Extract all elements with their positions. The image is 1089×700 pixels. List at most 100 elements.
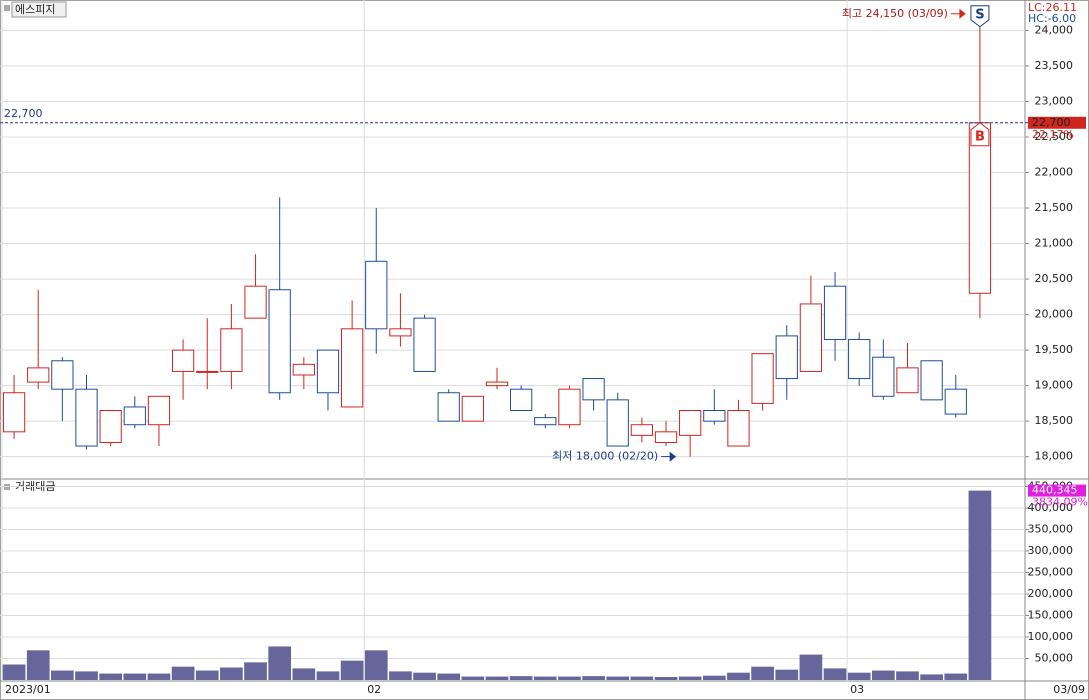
change-label: 3834.09% bbox=[1032, 496, 1088, 509]
last-value-box bbox=[1028, 484, 1086, 497]
candle-body bbox=[196, 370, 219, 373]
y-tick-label: 150,000 bbox=[1028, 608, 1074, 621]
panel: 50,000 100,000 150,000 200,000 250,000 300,00… bbox=[0, 479, 1073, 664]
candle-body bbox=[365, 260, 388, 330]
candle-body bbox=[848, 338, 871, 380]
volume-bar bbox=[195, 670, 219, 680]
candle-body bbox=[751, 353, 774, 404]
candle-body bbox=[775, 335, 798, 380]
volume-bar bbox=[799, 654, 823, 680]
candle-body bbox=[968, 122, 992, 294]
volume-bar bbox=[437, 673, 461, 680]
volume-bar bbox=[485, 676, 509, 680]
y-tick-label: 18,500 bbox=[1035, 414, 1074, 427]
y-tick-label: 23,500 bbox=[1035, 59, 1074, 72]
volume-bar bbox=[389, 671, 412, 680]
volume-bar bbox=[147, 673, 171, 680]
volume-bar bbox=[413, 672, 436, 680]
title-box bbox=[11, 1, 67, 18]
volume-bar bbox=[75, 671, 98, 680]
current-price-box bbox=[1028, 116, 1086, 129]
candle-body bbox=[944, 388, 967, 415]
volume-bar bbox=[26, 650, 50, 680]
candle-body bbox=[437, 392, 460, 422]
low-note: 최저 18,000 (02/20) bbox=[552, 450, 658, 463]
volume-bar bbox=[775, 669, 799, 680]
volume-bar bbox=[654, 676, 678, 680]
volume-bar bbox=[316, 671, 340, 680]
change-label: 22.17% bbox=[1032, 128, 1074, 141]
volume-bar bbox=[533, 676, 557, 680]
volume-bar bbox=[823, 668, 847, 680]
candle-body bbox=[461, 395, 484, 422]
candle-body bbox=[896, 367, 919, 394]
hc-label: HC:-6.00 bbox=[1028, 12, 1076, 25]
y-tick-label: 250,000 bbox=[1028, 565, 1074, 578]
volume-bar bbox=[630, 676, 654, 680]
candle-body bbox=[244, 285, 267, 319]
y-tick-label: 50,000 bbox=[1035, 651, 1074, 664]
candle-body bbox=[27, 367, 50, 383]
candle-body bbox=[654, 431, 678, 443]
volume-bar bbox=[558, 676, 581, 680]
y-tick-label: 23,000 bbox=[1035, 94, 1074, 107]
candle-body bbox=[220, 328, 243, 372]
y-tick-label: 21,500 bbox=[1035, 201, 1074, 214]
volume-bar bbox=[606, 676, 630, 680]
volume-bar bbox=[727, 672, 750, 680]
volume-bar bbox=[871, 670, 895, 680]
high-note: 최고 24,150 (03/09) bbox=[842, 7, 948, 20]
volume-bar bbox=[2, 664, 26, 680]
candle-body bbox=[727, 410, 750, 447]
candle-body bbox=[123, 406, 146, 426]
panel-icon bbox=[4, 484, 10, 490]
chart-title: 에스피지 bbox=[15, 3, 55, 16]
high-arrow bbox=[950, 8, 967, 19]
volume-bar bbox=[364, 650, 388, 680]
last-value-label: 440,345 bbox=[1032, 484, 1078, 497]
volume-bar bbox=[171, 666, 195, 680]
candle-body bbox=[799, 303, 823, 372]
volume-bar bbox=[123, 673, 147, 680]
candle-body bbox=[2, 392, 26, 433]
volume-bar bbox=[944, 673, 968, 680]
panel-icon bbox=[4, 5, 10, 11]
candle-body bbox=[171, 349, 195, 372]
candle-body bbox=[606, 399, 629, 447]
candle-body bbox=[413, 317, 436, 372]
y-tick-label: 20,000 bbox=[1035, 308, 1074, 321]
volume-bar bbox=[292, 668, 316, 680]
volume-bar bbox=[968, 490, 992, 680]
y-tick-label: 22,000 bbox=[1035, 166, 1074, 179]
candle-body bbox=[389, 328, 412, 337]
volume-bar bbox=[920, 674, 943, 680]
volume-bar bbox=[220, 667, 243, 680]
volume-bar bbox=[244, 662, 267, 680]
signal-label: S bbox=[975, 7, 984, 22]
volume-bar bbox=[340, 660, 364, 680]
candle-body bbox=[268, 289, 291, 394]
x-tick-label: 2023/01 bbox=[5, 683, 51, 696]
y-tick-label: 350,000 bbox=[1028, 522, 1074, 535]
volume-bar bbox=[702, 675, 726, 680]
lc-label: LC:26.11 bbox=[1028, 1, 1077, 14]
candle-body bbox=[340, 328, 364, 408]
y-tick-label: 20,500 bbox=[1035, 272, 1074, 285]
candle-body bbox=[51, 360, 74, 390]
candle-body bbox=[147, 395, 171, 426]
current-price-label: 22,700 bbox=[1032, 116, 1071, 129]
candle-body bbox=[75, 388, 98, 447]
volume-bar bbox=[751, 666, 774, 680]
volume-bar bbox=[461, 676, 485, 680]
signal-label: B bbox=[975, 129, 985, 144]
x-tick-label: 03 bbox=[850, 683, 864, 696]
signal-marker bbox=[970, 122, 990, 147]
volume-bar bbox=[509, 676, 533, 680]
candle-body bbox=[630, 424, 654, 436]
volume-bar bbox=[268, 646, 292, 680]
reference-label: 22,700 bbox=[4, 107, 43, 120]
y-tick-label: 19,000 bbox=[1035, 379, 1074, 392]
candle-body bbox=[485, 381, 509, 387]
y-tick-label: 200,000 bbox=[1028, 587, 1074, 600]
